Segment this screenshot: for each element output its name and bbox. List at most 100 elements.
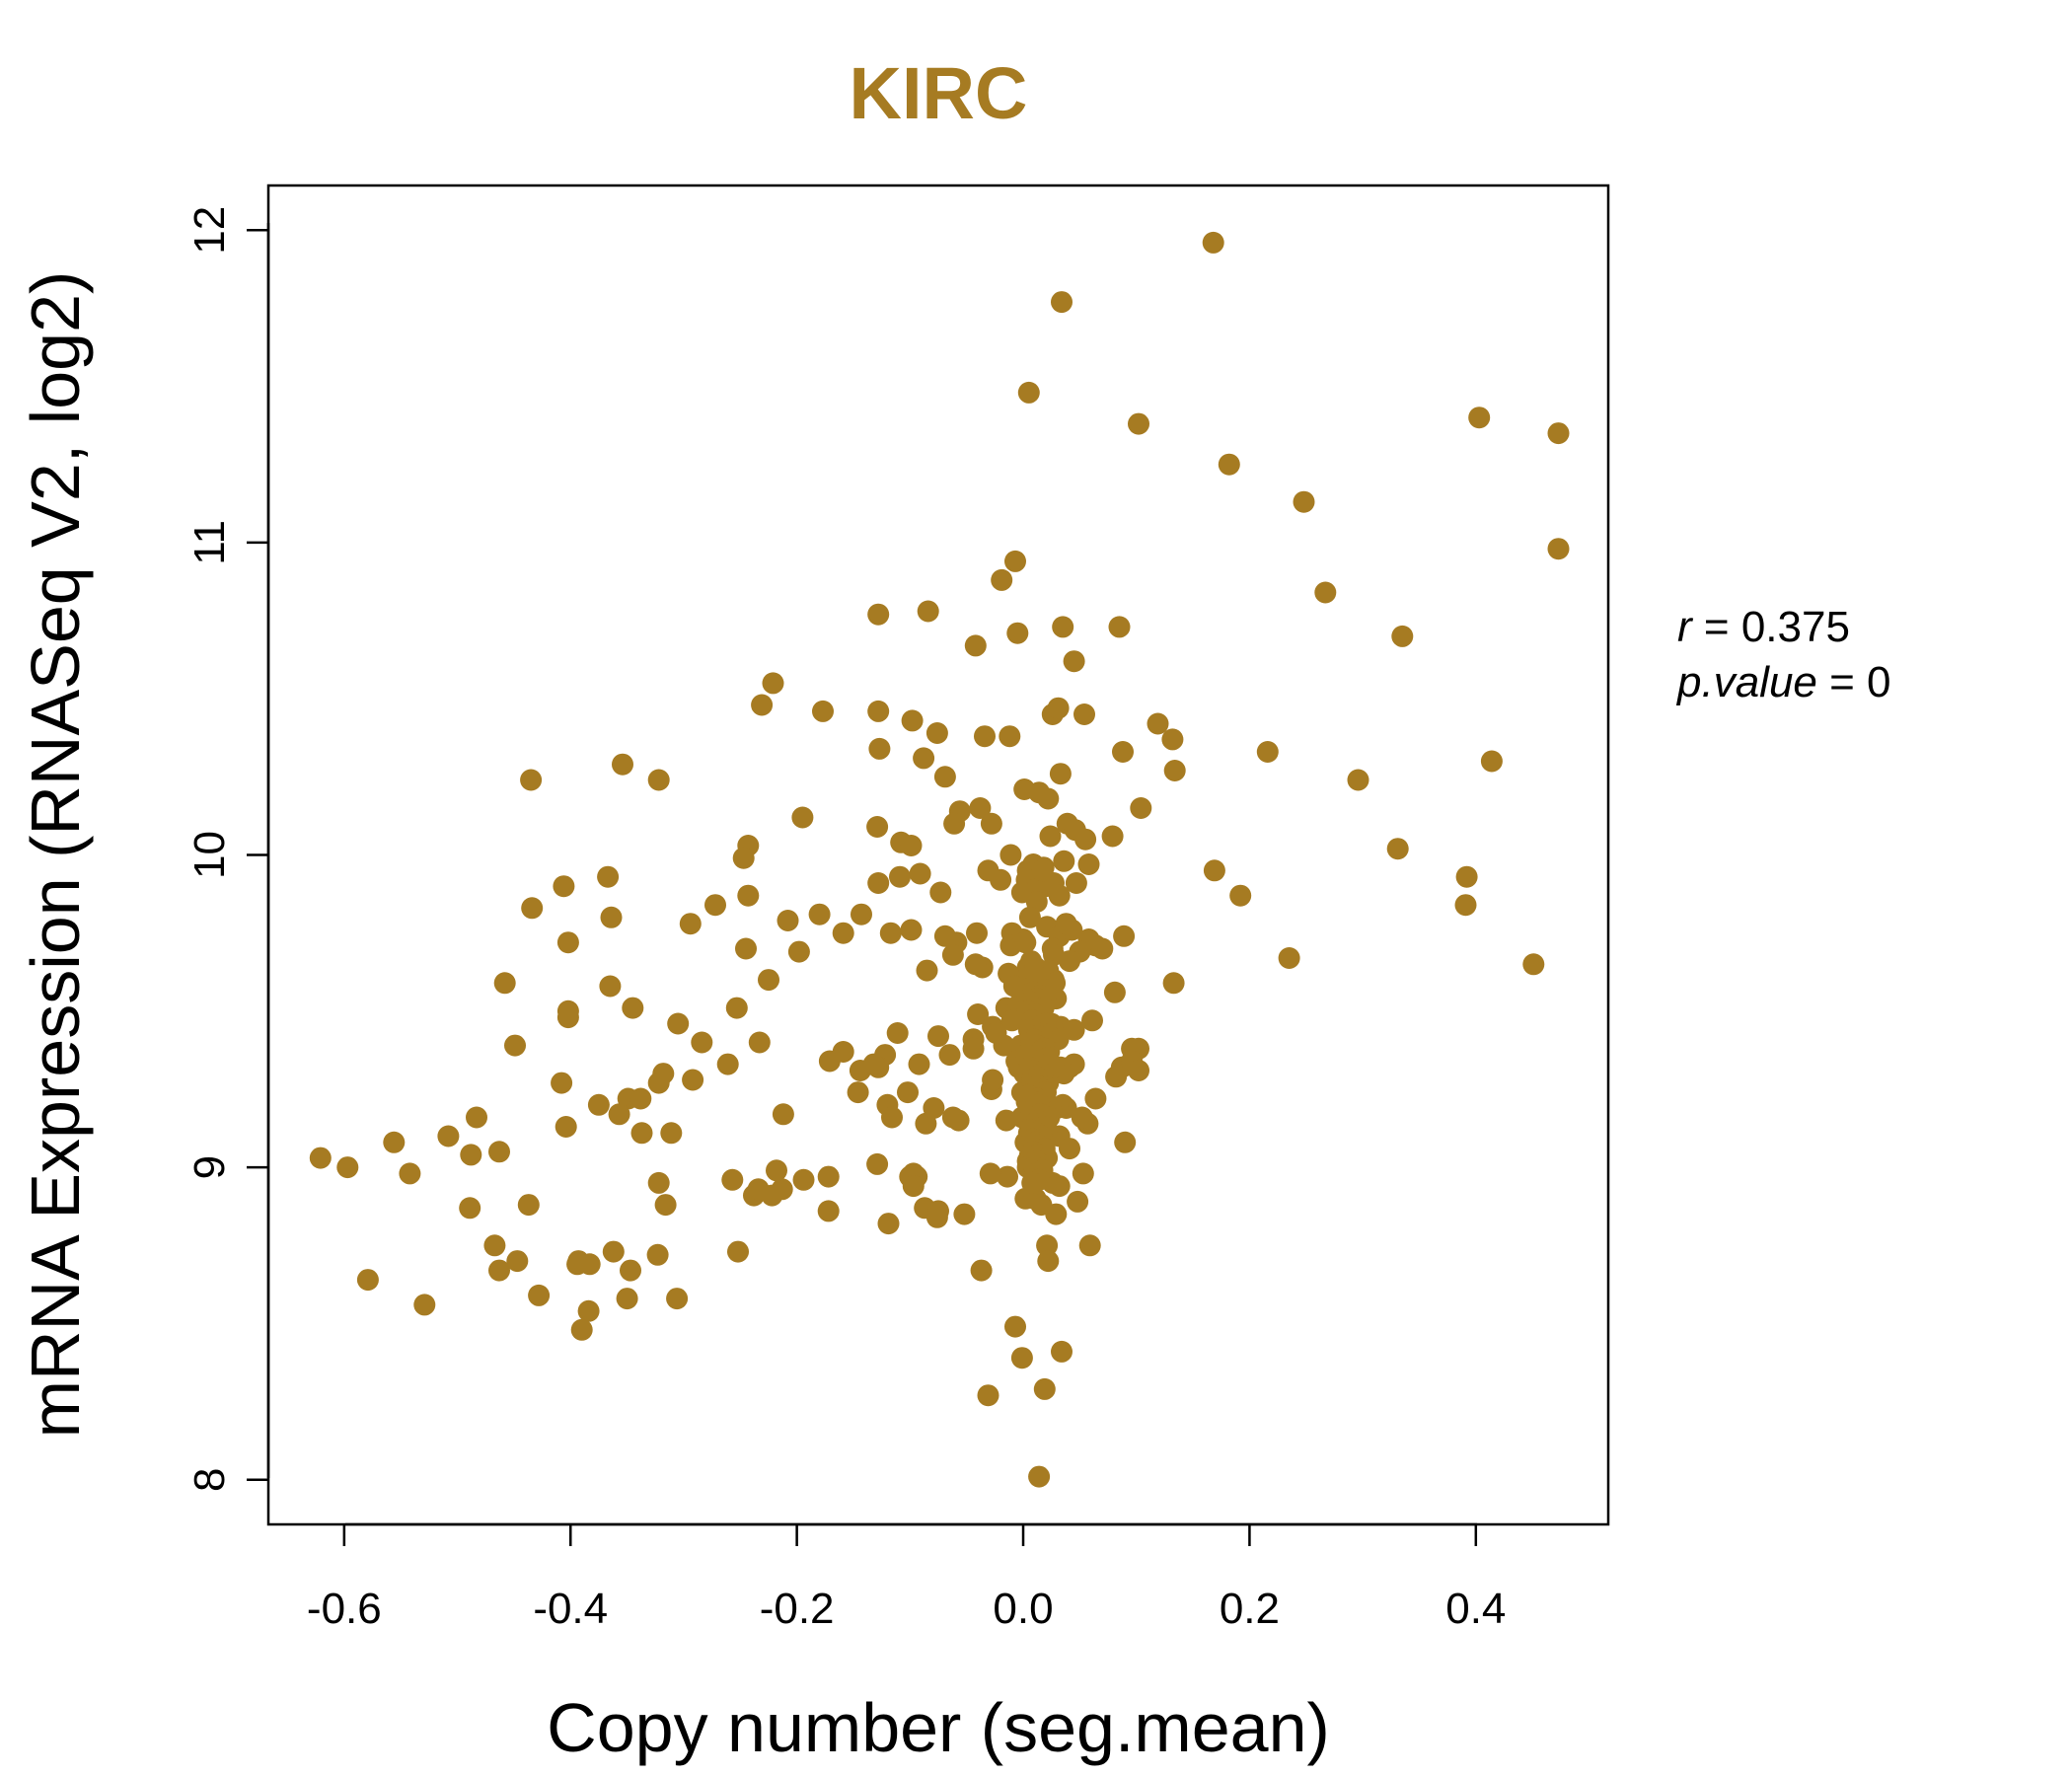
scatter-point — [866, 1152, 889, 1175]
scatter-point — [654, 1194, 677, 1217]
scatter-point — [913, 747, 935, 770]
scatter-point — [1036, 1234, 1059, 1257]
scatter-point — [791, 806, 814, 829]
scatter-point — [459, 1197, 481, 1220]
scatter-point — [556, 1006, 579, 1029]
scatter-point — [521, 897, 544, 920]
scatter-point — [493, 972, 516, 995]
scatter-point — [1522, 953, 1545, 976]
scatter-point — [517, 1194, 540, 1217]
scatter-point — [716, 1053, 739, 1075]
scatter-point — [751, 694, 774, 716]
x-tick-label: 0.0 — [993, 1585, 1053, 1633]
scatter-point — [1033, 1377, 1056, 1400]
scatter-point — [1202, 231, 1224, 254]
correlation-annotation: r = 0.375 p.value = 0 — [1675, 603, 1891, 706]
scatter-point — [1063, 1018, 1085, 1041]
scatter-point — [777, 910, 799, 931]
scatter-point — [727, 1240, 749, 1263]
scatter-point — [1018, 906, 1041, 928]
y-axis: 8 9 10 11 12 — [185, 206, 270, 1492]
scatter-point — [1114, 1131, 1137, 1153]
scatter-point — [721, 1168, 744, 1191]
scatter-point — [938, 1044, 961, 1067]
scatter-point — [647, 769, 670, 791]
scatter-point — [866, 816, 889, 838]
scatter-point — [991, 568, 1013, 591]
scatter-point — [1161, 728, 1184, 751]
scatter-point — [622, 997, 644, 1019]
scatter-point — [886, 1022, 909, 1044]
scatter-point — [620, 1259, 641, 1282]
scatter-point — [356, 1269, 379, 1292]
scatter-point — [1052, 616, 1074, 638]
scatter-point — [766, 1159, 787, 1182]
scatter-point — [1547, 538, 1570, 560]
scatter-point — [309, 1147, 332, 1169]
scatter-point — [1014, 931, 1037, 954]
scatter-point — [1101, 825, 1124, 848]
scatter-point — [735, 937, 757, 960]
scatter-point — [889, 865, 911, 888]
scatter-point — [437, 1125, 460, 1147]
scatter-point — [597, 865, 620, 888]
scatter-point — [867, 603, 890, 626]
scatter-point — [1004, 1315, 1026, 1338]
scatter-point — [1386, 838, 1409, 860]
y-tick-label: 9 — [185, 1155, 234, 1179]
scatter-point — [941, 943, 964, 966]
x-tick-label: 0.2 — [1220, 1585, 1280, 1633]
scatter-point — [1048, 1175, 1071, 1198]
scatter-point — [923, 1097, 945, 1119]
r-value: 0.375 — [1741, 603, 1850, 651]
scatter-point — [1455, 865, 1478, 888]
y-axis-label: mRNA Expression (RNASeq V2, log2) — [17, 271, 94, 1439]
scatter-point — [982, 1069, 1004, 1091]
scatter-point — [1128, 412, 1149, 435]
scatter-point — [1128, 1060, 1149, 1081]
scatter-point — [1091, 937, 1114, 960]
scatter-point — [556, 931, 579, 954]
scatter-point — [933, 766, 956, 788]
scatter-point — [599, 975, 622, 998]
scatter-point — [587, 1093, 610, 1116]
scatter-point — [925, 1206, 948, 1228]
scatter-point — [977, 1384, 999, 1407]
scatter-point — [897, 1081, 919, 1104]
scatter-point — [1006, 622, 1029, 644]
scatter-point — [908, 1053, 930, 1075]
scatter-point — [383, 1131, 406, 1153]
scatter-point — [1000, 1009, 1023, 1032]
scatter-point — [1278, 947, 1300, 969]
scatter-point — [1454, 894, 1477, 917]
scatter-point — [616, 1288, 638, 1310]
scatter-point — [555, 1116, 577, 1138]
scatter-point — [1049, 763, 1072, 785]
scatter-point — [817, 1165, 840, 1188]
x-tick-label: -0.6 — [307, 1585, 382, 1633]
scatter-point — [1103, 981, 1126, 1003]
scatter-point — [1314, 581, 1337, 604]
scatter-point — [1010, 1347, 1033, 1369]
r-label: r — [1677, 603, 1694, 651]
plot-frame — [266, 184, 1610, 1526]
scatter-point — [1071, 1106, 1093, 1129]
scatter-point — [1048, 884, 1071, 907]
scatter-point — [900, 919, 923, 941]
scatter-point — [1256, 741, 1279, 763]
scatter-point — [660, 1122, 683, 1145]
scatter-point — [943, 812, 966, 835]
scatter-point — [553, 875, 575, 898]
scatter-point — [1017, 381, 1040, 404]
scatter-point — [1108, 616, 1131, 638]
scatter-point — [667, 1012, 690, 1035]
scatter-point — [602, 1240, 625, 1263]
scatter-point — [909, 862, 931, 885]
scatter-point — [787, 940, 810, 963]
scatter-point — [682, 1069, 704, 1091]
y-tick-label: 10 — [185, 831, 234, 879]
scatter-point — [1047, 697, 1070, 719]
x-tick-label: -0.4 — [533, 1585, 608, 1633]
scatter-point — [737, 884, 760, 907]
scatter-point — [336, 1156, 359, 1179]
